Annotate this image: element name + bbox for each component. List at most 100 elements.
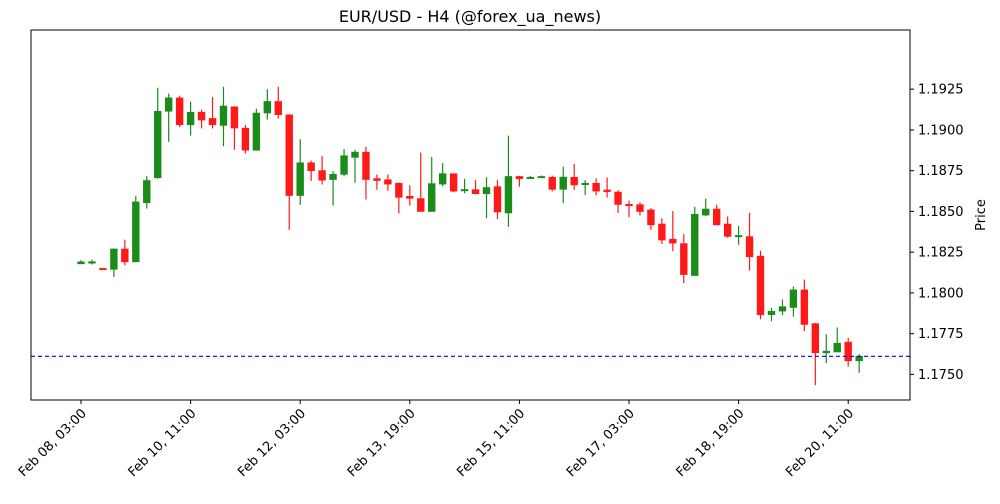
candle [493,179,502,220]
candle [658,218,666,245]
candle [515,175,524,187]
x-tick-label: Feb 10, 11:00 [126,406,200,480]
candle-body [438,173,447,185]
candle [384,174,392,191]
candle [647,208,655,230]
candle [154,87,162,179]
candle [340,148,348,177]
candle [702,198,710,216]
candle-body [99,268,107,271]
candle-body [77,261,85,265]
candle-body [482,187,491,195]
candle-body [515,176,524,180]
candle-body [526,176,535,180]
candle-body [285,114,293,196]
candle [230,106,239,150]
candle-body [417,198,425,212]
candle-body [88,261,96,264]
candle [669,211,677,252]
y-tick-label: 1.1750 [918,368,964,383]
candle [296,139,304,205]
candle [636,202,644,216]
candle [307,160,315,181]
candle-body [132,201,140,263]
candle-body [669,238,677,244]
candle-body [756,255,765,315]
candle-body [384,179,392,185]
candle-body [822,350,830,354]
candle [723,216,732,238]
y-tick-label: 1.1900 [918,123,964,138]
candle-body [581,182,589,185]
candle [625,200,633,218]
candle-body [154,110,162,179]
candle [745,212,754,271]
candle [537,175,546,179]
candle [208,97,217,129]
candle [603,177,611,198]
candle-body [307,162,315,172]
candle [164,93,173,142]
x-tick-label: Feb 15, 11:00 [454,406,528,480]
candle-body [406,196,414,199]
candle-body [636,204,644,212]
candle [460,178,469,194]
candle-body [143,180,151,204]
candle [581,180,589,196]
candle-body [537,176,546,179]
candle [438,163,447,187]
x-tick-label: Feb 12, 03:00 [235,406,309,480]
candle-body [493,186,502,213]
candle [252,108,261,151]
candle [449,173,458,193]
candle-body [449,173,458,192]
candle-body [844,341,852,362]
candle-body [734,235,743,238]
candle-body [691,213,699,276]
candle-body [340,155,348,175]
candle-body [175,97,184,126]
candle-body [329,174,337,180]
candle [186,101,195,136]
candle [778,299,787,316]
candle [373,174,381,190]
candle-body [559,176,567,190]
candle-body [428,183,436,212]
candle-body [745,236,754,258]
candle-body [548,176,556,190]
candle-body [164,97,173,112]
candle [197,109,206,129]
candle [712,204,721,226]
candle-body [680,243,688,275]
candle-body [778,306,787,312]
candle [143,176,151,209]
candle [680,234,688,284]
candle-body [263,101,272,114]
candle [844,337,852,367]
candle-body [712,208,721,226]
candle-body [395,182,403,198]
candle-body [373,178,381,181]
plot-area [31,86,910,386]
candle [767,307,776,322]
candle [329,171,337,206]
candle [274,86,282,119]
candle-body [252,112,261,151]
candle [428,156,436,212]
candle-body [241,127,250,151]
candle [504,135,513,227]
y-axis-label: Price [974,199,989,231]
candle [77,260,85,265]
candle [482,177,491,219]
y-tick-label: 1.1925 [918,83,964,98]
candle [241,125,250,154]
candle-body [351,151,359,158]
candle-body [471,189,480,195]
y-tick-label: 1.1775 [918,327,964,342]
x-tick-label: Feb 18, 19:00 [674,406,748,480]
candle [691,206,699,276]
candle [548,175,556,192]
candle-body [767,310,776,315]
x-tick-label: Feb 20, 11:00 [783,406,857,480]
